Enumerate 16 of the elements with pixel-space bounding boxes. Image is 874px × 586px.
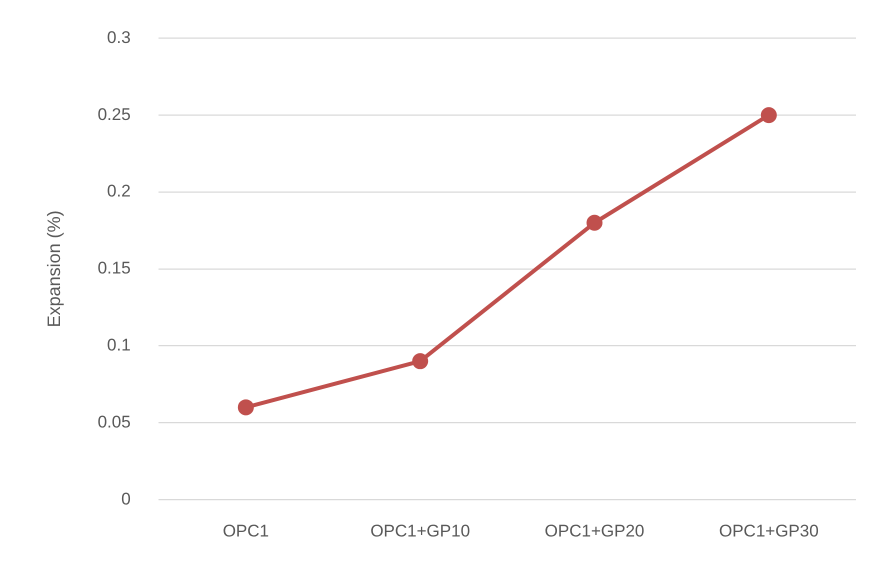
y-axis-title: Expansion (%) [44, 210, 64, 328]
y-tick-label: 0.3 [107, 28, 131, 47]
y-tick-label: 0.25 [98, 104, 131, 124]
point [586, 214, 603, 231]
y-tick-label: 0.05 [98, 412, 131, 432]
x-tick-label: OPC1+GP20 [544, 521, 644, 540]
point [412, 353, 428, 370]
x-tick-label: OPC1+GP10 [370, 521, 470, 540]
point [760, 107, 777, 124]
point [238, 399, 254, 416]
y-tick-label: 0 [121, 489, 131, 508]
y-tick-label: 0.1 [107, 335, 131, 354]
x-tick-label: OPC1+GP30 [718, 521, 819, 540]
y-tick-label: 0.15 [98, 258, 131, 278]
x-tick-label: OPC1 [222, 521, 269, 540]
y-tick-label: 0.2 [107, 182, 131, 201]
